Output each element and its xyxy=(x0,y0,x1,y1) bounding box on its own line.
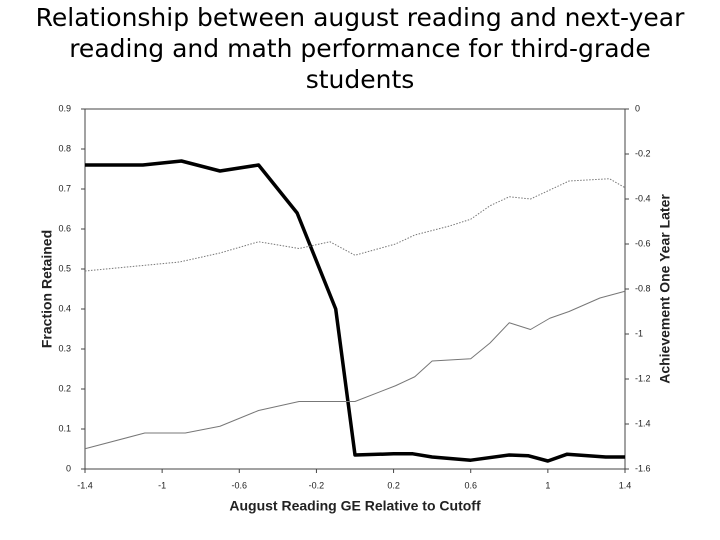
y-tick-label: 0.2 xyxy=(58,383,71,393)
y-tick-label: 0 xyxy=(66,463,71,473)
data-line xyxy=(84,178,626,272)
x-tick-label: 0.6 xyxy=(464,480,477,490)
y2-tick-label: -1.4 xyxy=(635,418,651,428)
y-tick-label: 0.6 xyxy=(58,223,71,233)
y2-tick-label: 0 xyxy=(635,103,640,113)
x-tick-label: -0.6 xyxy=(232,480,248,490)
y-tick-label: 0.1 xyxy=(58,423,71,433)
y2-tick-label: -0.8 xyxy=(635,283,651,293)
y-axis-label: Fraction Retained xyxy=(39,230,55,348)
y-tick-label: 0.4 xyxy=(58,303,71,313)
x-axis-label: August Reading GE Relative to Cutoff xyxy=(229,498,481,514)
y2-axis-label: Achievement One Year Later xyxy=(657,194,673,384)
x-tick-label: -1.4 xyxy=(77,480,93,490)
y2-tick-label: -0.4 xyxy=(635,193,651,203)
y-tick-label: 0.9 xyxy=(58,103,71,113)
chart-title: Relationship between august reading and … xyxy=(35,3,685,94)
x-tick-label: 0.2 xyxy=(387,480,400,490)
x-tick-label: -1 xyxy=(158,480,166,490)
y2-tick-label: -0.2 xyxy=(635,148,651,158)
y2-tick-label: -1.2 xyxy=(635,373,651,383)
y-tick-label: 0.8 xyxy=(58,143,71,153)
y-tick-label: 0.5 xyxy=(58,263,71,273)
y2-tick-label: -1 xyxy=(635,328,643,338)
x-tick-label: 1 xyxy=(545,480,550,490)
x-tick-label: -0.2 xyxy=(309,480,325,490)
y-tick-label: 0.7 xyxy=(58,183,71,193)
data-line xyxy=(85,159,625,463)
y2-tick-label: -1.6 xyxy=(635,463,651,473)
y2-tick-label: -0.6 xyxy=(635,238,651,248)
data-line xyxy=(84,290,626,450)
x-tick-label: 1.4 xyxy=(619,480,632,490)
y-tick-label: 0.3 xyxy=(58,343,71,353)
